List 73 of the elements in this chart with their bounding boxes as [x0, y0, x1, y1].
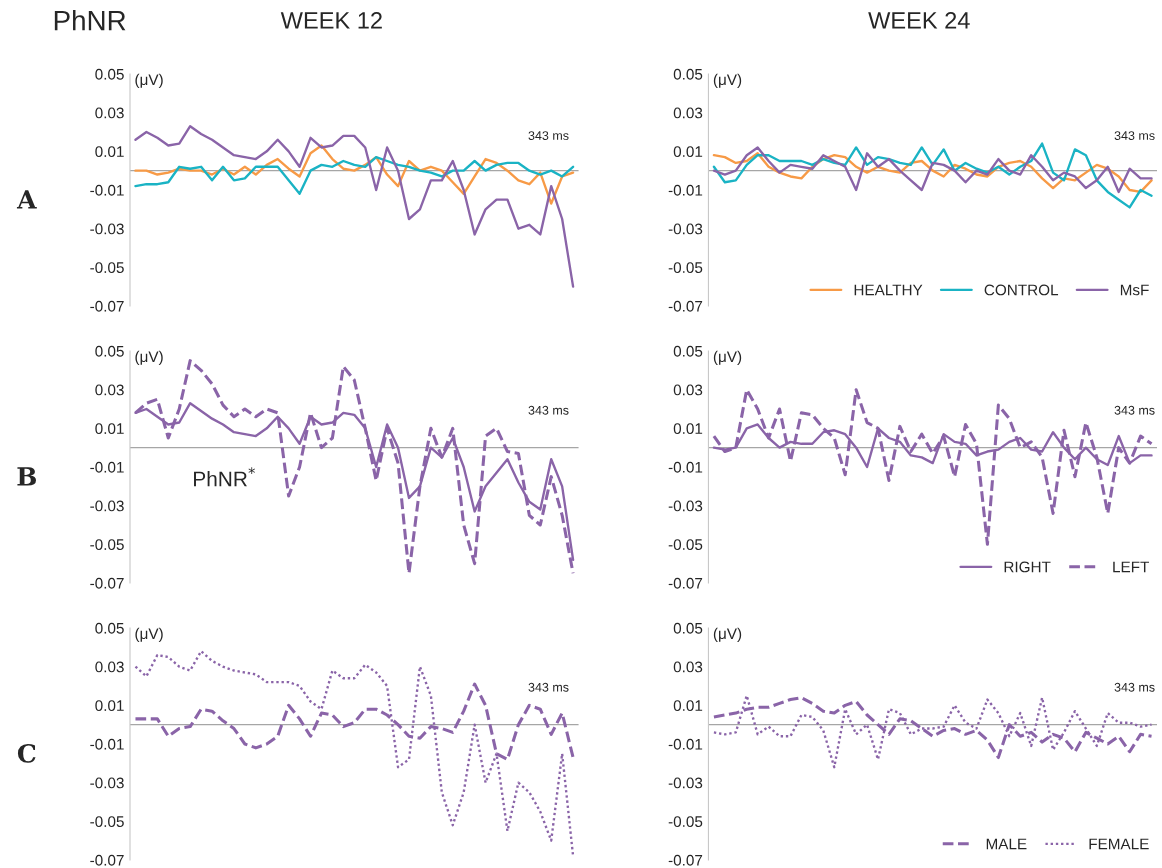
y-tick-label: -0.01 — [668, 738, 703, 750]
line-series — [712, 142, 1153, 209]
y-axis-title: (μV) — [713, 73, 742, 89]
legend-label: FEMALE — [1089, 838, 1149, 850]
y-tick-label: 0.03 — [673, 107, 703, 119]
y-tick-label: -0.07 — [90, 577, 124, 589]
y-tick-label: -0.05 — [668, 262, 703, 274]
text: B — [17, 467, 37, 486]
line-series — [134, 125, 575, 288]
legend-label: MsF — [1120, 284, 1149, 296]
y-tick-label: 0.05 — [95, 345, 124, 357]
y-tick-label: 0.01 — [95, 146, 124, 158]
y-tick-label: -0.05 — [90, 539, 124, 551]
y-tick-label: 0.01 — [673, 700, 703, 712]
legend-label: RIGHT — [1004, 561, 1051, 573]
y-tick-label: -0.03 — [668, 777, 703, 789]
y-tick-label: 0.03 — [95, 107, 124, 119]
annotation: 343 ms — [528, 405, 569, 415]
legend-label: LEFT — [1113, 561, 1150, 573]
y-tick-label: 0.05 — [673, 622, 703, 634]
legend-label: HEALTHY — [854, 284, 923, 296]
line-series — [134, 144, 575, 205]
y-tick-label: -0.07 — [90, 300, 124, 312]
y-tick-label: -0.07 — [668, 854, 703, 866]
y-tick-label: -0.03 — [668, 500, 703, 512]
y-tick-label: 0.01 — [673, 146, 703, 158]
chart-title: WEEK 12 — [280, 12, 382, 29]
y-axis-title: (μV) — [135, 350, 163, 366]
y-tick-label: 0.03 — [673, 384, 703, 396]
annotation: 343 ms — [528, 682, 569, 692]
y-tick-label: 0.05 — [95, 68, 124, 80]
y-tick-label: -0.07 — [668, 577, 703, 589]
y-axis-title: (μV) — [135, 73, 163, 89]
y-tick-label: 0.03 — [95, 384, 124, 396]
y-tick-label: -0.01 — [668, 461, 703, 473]
y-tick-label: -0.07 — [668, 300, 703, 312]
y-axis-title: (μV) — [135, 627, 163, 643]
legend-label: CONTROL — [984, 284, 1059, 296]
y-tick-label: -0.05 — [90, 262, 124, 274]
y-tick-label: -0.01 — [668, 184, 703, 196]
text: A — [16, 190, 37, 209]
y-tick-label: -0.07 — [90, 854, 124, 866]
y-tick-label: -0.01 — [90, 184, 124, 196]
y-tick-label: 0.01 — [673, 423, 703, 435]
line-series — [134, 155, 575, 196]
y-tick-label: -0.03 — [90, 223, 124, 235]
y-tick-label: 0.01 — [95, 700, 124, 712]
annotation: 343 ms — [528, 131, 569, 140]
text: PhNR — [54, 10, 126, 31]
annotation: PhNR$^{*}$ — [194, 467, 255, 487]
annotation: 343 ms — [1114, 405, 1155, 415]
y-tick-label: 0.05 — [95, 622, 124, 634]
text: C — [17, 743, 36, 763]
annotation: 343 ms — [1114, 682, 1155, 692]
y-tick-label: -0.05 — [90, 816, 124, 828]
y-tick-label: 0.01 — [95, 423, 124, 435]
y-tick-label: -0.03 — [90, 500, 124, 512]
y-tick-label: 0.05 — [673, 68, 703, 80]
y-tick-label: -0.05 — [668, 539, 703, 551]
y-tick-label: -0.01 — [90, 738, 124, 750]
y-tick-label: -0.01 — [90, 461, 124, 473]
y-tick-label: 0.03 — [95, 661, 124, 673]
annotation: 343 ms — [1114, 131, 1155, 140]
y-tick-label: -0.03 — [90, 777, 124, 789]
y-tick-label: 0.03 — [673, 661, 703, 673]
y-tick-label: -0.03 — [668, 223, 703, 235]
chart-title: WEEK 24 — [868, 12, 970, 29]
y-axis-title: (μV) — [713, 350, 742, 366]
y-tick-label: -0.05 — [668, 816, 703, 828]
y-tick-label: 0.05 — [673, 345, 703, 357]
legend-label: MALE — [986, 838, 1027, 850]
y-axis-title: (μV) — [713, 627, 742, 643]
line-series — [712, 388, 1154, 546]
